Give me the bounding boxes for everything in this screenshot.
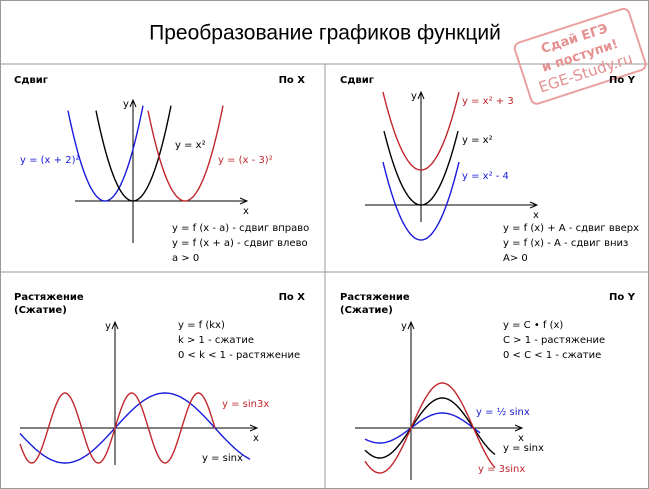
arrow [407, 320, 415, 330]
arrow [417, 90, 425, 100]
curve-label: y = ½ sinx [476, 406, 530, 418]
heading: Сдвиг [14, 75, 48, 86]
curve-label: y = sinx [202, 453, 243, 464]
curve-label: y = 3sinx [478, 464, 525, 475]
axis-label: x [518, 433, 524, 444]
curve-label: y = (x + 2)² [20, 155, 79, 166]
curve-label: y = x² [175, 140, 206, 151]
axis-label: y [123, 99, 129, 110]
curve [382, 161, 460, 241]
heading: Растяжение [14, 292, 84, 303]
note: C > 1 - растяжение [503, 335, 605, 346]
curve [383, 130, 459, 206]
note: y = f (x) - A - сдвиг вниз [503, 238, 628, 249]
axis-label: y [105, 321, 111, 332]
direction: По Y [609, 292, 636, 303]
heading: (Сжатие) [340, 305, 393, 316]
heading: Сдвиг [340, 75, 374, 86]
arrow [514, 424, 524, 432]
note: a > 0 [172, 253, 199, 264]
note: y = f (x) + A - сдвиг вверх [503, 223, 639, 234]
arrow [249, 424, 259, 432]
direction: По X [279, 75, 306, 86]
note: 0 < k < 1 - растяжение [178, 350, 300, 361]
curve [364, 382, 496, 474]
curve [364, 412, 481, 444]
curve [19, 392, 216, 464]
direction: По Y [609, 75, 636, 86]
curve-label: y = (x - 3)² [218, 155, 273, 166]
curve-label: y = x² [462, 135, 493, 146]
note: y = f (x - a) - сдвиг вправо [172, 223, 309, 234]
heading: Растяжение [340, 292, 410, 303]
title: Преобразование графиков функций [149, 22, 501, 45]
axis-label: x [533, 210, 539, 221]
axis-label: y [401, 321, 407, 332]
axis-label: y [411, 91, 417, 102]
note: 0 < C < 1 - сжатие [503, 350, 601, 361]
curve-label: y = x² + 3 [462, 96, 514, 107]
note: A> 0 [503, 253, 528, 264]
axis-label: x [253, 433, 259, 444]
note: k > 1 - сжатие [178, 335, 254, 346]
arrow [129, 98, 137, 108]
curve [147, 105, 224, 202]
note: y = f (x + a) - сдвиг влево [172, 238, 308, 249]
arrow [529, 201, 539, 209]
curve [382, 91, 460, 171]
curve [19, 392, 251, 464]
curve-label: y = x² - 4 [462, 171, 509, 182]
note: y = f (kx) [178, 320, 225, 331]
note: y = C • f (x) [503, 320, 563, 331]
stamp-border [513, 7, 647, 105]
curve-label: y = sinx [503, 443, 544, 454]
curve [95, 105, 172, 202]
direction: По X [279, 292, 306, 303]
arrow [111, 320, 119, 330]
heading: (Сжатие) [14, 305, 67, 316]
curve [67, 105, 144, 202]
arrow [239, 197, 249, 205]
axis-label: x [243, 206, 249, 217]
curve-label: y = sin3x [222, 399, 269, 410]
